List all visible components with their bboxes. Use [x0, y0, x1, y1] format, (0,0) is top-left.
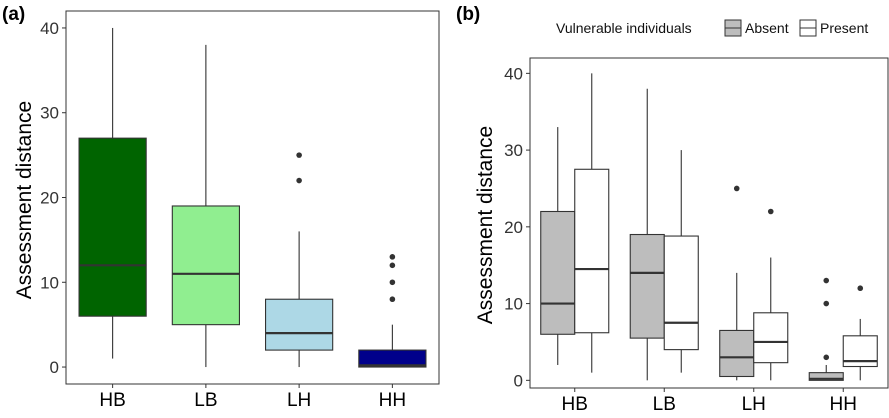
panel-a-y-ticks: 0 10 20 30 40: [40, 19, 66, 377]
panel-a-lh-outlier-0: [296, 177, 302, 184]
y-tick-label-0: 0: [50, 358, 59, 377]
panel-b-plot-frame: [529, 57, 889, 389]
panel-a-hh-box: [358, 349, 427, 368]
x-tick-label-hh: HH: [379, 390, 406, 411]
legend-label-absent: Absent: [745, 20, 789, 36]
panel-b-present-hh-outlier-0: [857, 285, 864, 292]
y-tick-label-40: 40: [504, 64, 523, 83]
panel-a-x-ticks: HB LB LH HH: [99, 384, 406, 411]
panel-a-lh-outlier-1: [296, 152, 302, 158]
x-tick-label-hb: HB: [562, 394, 588, 415]
panel-a-hh-outlier-0: [389, 296, 396, 303]
panel-b-boxes: [540, 73, 878, 381]
panel-a-lb-box: [171, 205, 240, 326]
panel-a-lh-box: [265, 298, 334, 351]
panel-a-hh-outlier-3: [389, 254, 396, 260]
x-tick-label-hh: HH: [830, 394, 857, 415]
panel-b-absent-hh-outlier-2: [823, 277, 830, 284]
x-tick-label-lb: LB: [653, 394, 676, 415]
panel-b-present-lh-outlier-0: [767, 208, 774, 215]
panel-a: (a) Assessment distance 0 10 20 30 40 HB LB LH…: [2, 4, 440, 411]
panel-b-present-hb-box: [574, 168, 610, 334]
panel-a-y-axis-label: Assessment distance: [13, 101, 36, 299]
panel-a-hb-box: [78, 137, 147, 317]
panel-a-hh-outlier-2: [389, 262, 396, 269]
panel-b-absent-lh-box: [719, 329, 755, 378]
panel-b-absent-hh-outlier-0: [823, 354, 830, 361]
y-tick-label-10: 10: [40, 273, 59, 292]
panel-b: (b) Vulnerable individuals Absent Presen…: [456, 4, 889, 415]
x-tick-label-hb: HB: [99, 390, 125, 411]
panel-b-absent-lh-outlier-0: [733, 185, 740, 192]
legend: Vulnerable individuals Absent Present: [556, 19, 868, 37]
panel-b-absent-hh-outlier-1: [823, 300, 830, 307]
x-tick-label-lh: LH: [287, 390, 311, 411]
panel-b-present-lh-box: [753, 312, 789, 364]
panel-b-absent-lb-box: [629, 233, 665, 339]
x-tick-label-lb: LB: [194, 390, 217, 411]
panel-b-y-axis-label: Assessment distance: [474, 126, 497, 324]
panel-a-label: (a): [2, 4, 25, 25]
y-tick-label-10: 10: [504, 295, 523, 314]
y-tick-label-20: 20: [40, 189, 59, 208]
panel-b-present-lb-box: [663, 235, 699, 351]
y-tick-label-40: 40: [40, 19, 59, 38]
y-tick-label-30: 30: [504, 141, 523, 160]
y-tick-label-0: 0: [514, 371, 523, 390]
panel-a-hh-outlier-1: [389, 279, 396, 286]
y-tick-label-20: 20: [504, 218, 523, 237]
legend-title: Vulnerable individuals: [556, 20, 692, 36]
panel-b-x-ticks: HB LB LH HH: [562, 388, 857, 415]
y-tick-label-30: 30: [40, 104, 59, 123]
panel-b-absent-hh-box: [808, 372, 844, 381]
panel-b-absent-hb-box: [540, 210, 576, 335]
legend-label-present: Present: [820, 20, 868, 36]
panel-b-y-ticks: 0 10 20 30 40: [504, 64, 530, 390]
panel-b-label: (b): [456, 4, 480, 25]
x-tick-label-lh: LH: [742, 394, 766, 415]
panel-a-boxes: [78, 27, 427, 368]
